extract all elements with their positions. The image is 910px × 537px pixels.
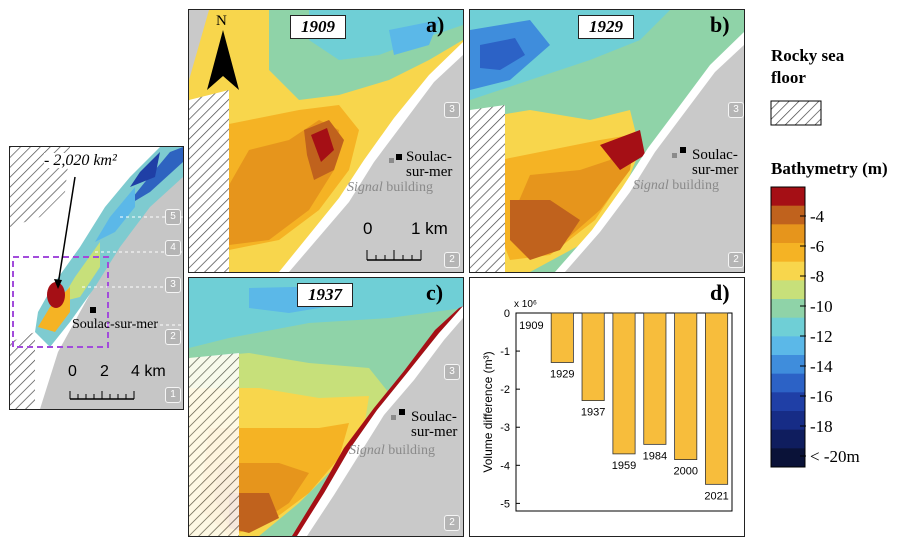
rocky-legend-swatch: [770, 100, 822, 126]
panel-letter-a: a): [426, 12, 445, 37]
panel-a-scale-0: 0: [363, 219, 373, 238]
bar-1937: [581, 312, 605, 401]
signal-building-label-c: Signal building: [349, 443, 435, 458]
colorbar-segment: [771, 336, 805, 356]
y-tick-label: 0: [504, 308, 510, 320]
year-label-1909: 1909: [290, 15, 346, 39]
map-panel-1909: N 1909 a) Soulac- sur-mer Signal buildin…: [188, 9, 464, 273]
inset-map: - 2,020 km² Soulac-sur-mer 0 2 4 km 5 4 …: [9, 146, 184, 410]
bar-2000: [674, 312, 698, 460]
inset-zone-1: 1: [165, 387, 181, 403]
bathymetry-legend-title: Bathymetry (m): [771, 159, 888, 178]
colorbar-segment: [771, 205, 805, 225]
colorbar-segment: [771, 355, 805, 375]
bar-label-1937: 1937: [581, 407, 605, 419]
rocky-legend-title-line1: Rocky sea: [771, 46, 845, 65]
volume-difference-chart: 0 -1 -2 -3 -4 -5 x 10⁶ Volume difference (m³) 19…: [481, 299, 733, 512]
inset-zone-3: 3: [165, 277, 181, 293]
map-panel-1937: 1937 c) Soulac- sur-mer Signal building …: [188, 277, 464, 537]
bar-label-2000: 2000: [673, 466, 697, 478]
inset-area-label: - 2,020 km²: [44, 152, 117, 169]
panel-b-zone-3: 3: [728, 102, 744, 118]
town-label-a-line2: sur-mer: [406, 164, 453, 180]
colorbar-segment: [771, 448, 805, 468]
y-tick-label: -2: [500, 384, 510, 396]
signal-building-label-a: Signal building: [347, 180, 433, 195]
colorbar-tick-label: -16: [810, 387, 833, 406]
panel-a-zone-2: 2: [444, 252, 460, 268]
colorbar-segment: [771, 373, 805, 393]
bar-label-1959: 1959: [612, 460, 636, 472]
town-label-b-line2: sur-mer: [692, 162, 739, 178]
colorbar-tick-label: -18: [810, 417, 833, 436]
inset-town-label: Soulac-sur-mer: [72, 317, 159, 332]
colorbar-segment: [771, 429, 805, 449]
colorbar-tick-label: -12: [810, 327, 833, 346]
inset-zone-4: 4: [165, 240, 181, 256]
inset-scale-2: 2: [100, 363, 109, 380]
bar-1984: [643, 312, 667, 445]
town-label-c-line1: Soulac-: [411, 409, 457, 425]
y-tick-label: -1: [500, 346, 510, 358]
north-arrow-icon: [207, 30, 239, 90]
volume-chart-panel: 0 -1 -2 -3 -4 -5 x 10⁶ Volume difference (m³) 19…: [469, 277, 745, 537]
bar-1959: [612, 312, 636, 455]
panel-a-zone-3: 3: [444, 102, 460, 118]
bathymetry-map-1937: [189, 278, 463, 536]
north-label: N: [216, 13, 227, 29]
colorbar-tick-label: < -20m: [810, 447, 860, 466]
year-label-1929: 1929: [578, 15, 634, 39]
panel-letter-b: b): [710, 12, 730, 37]
panel-letter-d: d): [710, 280, 730, 305]
colorbar-tick-label: -4: [810, 207, 825, 226]
inset-zone-5: 5: [165, 209, 181, 225]
bar-label-1909: 1909: [519, 320, 543, 332]
bathymetry-map-1929: [470, 10, 744, 272]
y-tick-label: -5: [500, 498, 510, 510]
bar-2021: [705, 312, 729, 485]
map-panel-1929: 1929 b) Soulac- sur-mer Signal building …: [469, 9, 745, 273]
town-label-b-line1: Soulac-: [692, 147, 738, 163]
y-axis-label: Volume difference (m³): [481, 351, 495, 472]
bathymetry-colorbar: [770, 186, 806, 468]
y-tick-label: -4: [500, 460, 510, 472]
panel-c-zone-2: 2: [444, 515, 460, 531]
bar-label-1984: 1984: [643, 450, 667, 462]
colorbar-segment: [771, 299, 805, 319]
town-label-a-line1: Soulac-: [406, 149, 452, 165]
colorbar-segment: [771, 224, 805, 244]
colorbar-frame: [770, 186, 806, 468]
colorbar-tick-label: -6: [810, 237, 825, 256]
colorbar-segment: [771, 187, 805, 207]
colorbar-segment: [771, 261, 805, 281]
town-label-c-line2: sur-mer: [411, 424, 458, 440]
bar-label-2021: 2021: [704, 490, 728, 502]
colorbar-tick-label: -8: [810, 267, 825, 286]
panel-a-scale-1km: 1 km: [411, 219, 448, 238]
study-area-box: [12, 256, 109, 348]
y-tick-label: -3: [500, 422, 510, 434]
inset-map-graphic: [10, 147, 183, 409]
y-multiplier-label: x 10⁶: [514, 299, 537, 310]
inset-scale-0: 0: [68, 363, 77, 380]
colorbar-segment: [771, 317, 805, 337]
bar-1929: [550, 312, 574, 363]
inset-zone-2: 2: [165, 329, 181, 345]
colorbar-segment: [771, 392, 805, 412]
colorbar-segment: [771, 243, 805, 263]
panel-b-zone-2: 2: [728, 252, 744, 268]
rocky-legend-title-line2: floor: [771, 68, 806, 87]
colorbar-segment: [771, 411, 805, 431]
colorbar-tick-label: -10: [810, 297, 833, 316]
colorbar-segment: [771, 280, 805, 300]
panel-letter-c: c): [426, 280, 444, 305]
signal-building-label-b: Signal building: [633, 178, 719, 193]
bar-label-1929: 1929: [550, 369, 574, 381]
panel-c-zone-3: 3: [444, 364, 460, 380]
inset-scale-4km: 4 km: [131, 363, 166, 380]
colorbar-tick-label: -14: [810, 357, 833, 376]
year-label-1937: 1937: [297, 283, 353, 307]
